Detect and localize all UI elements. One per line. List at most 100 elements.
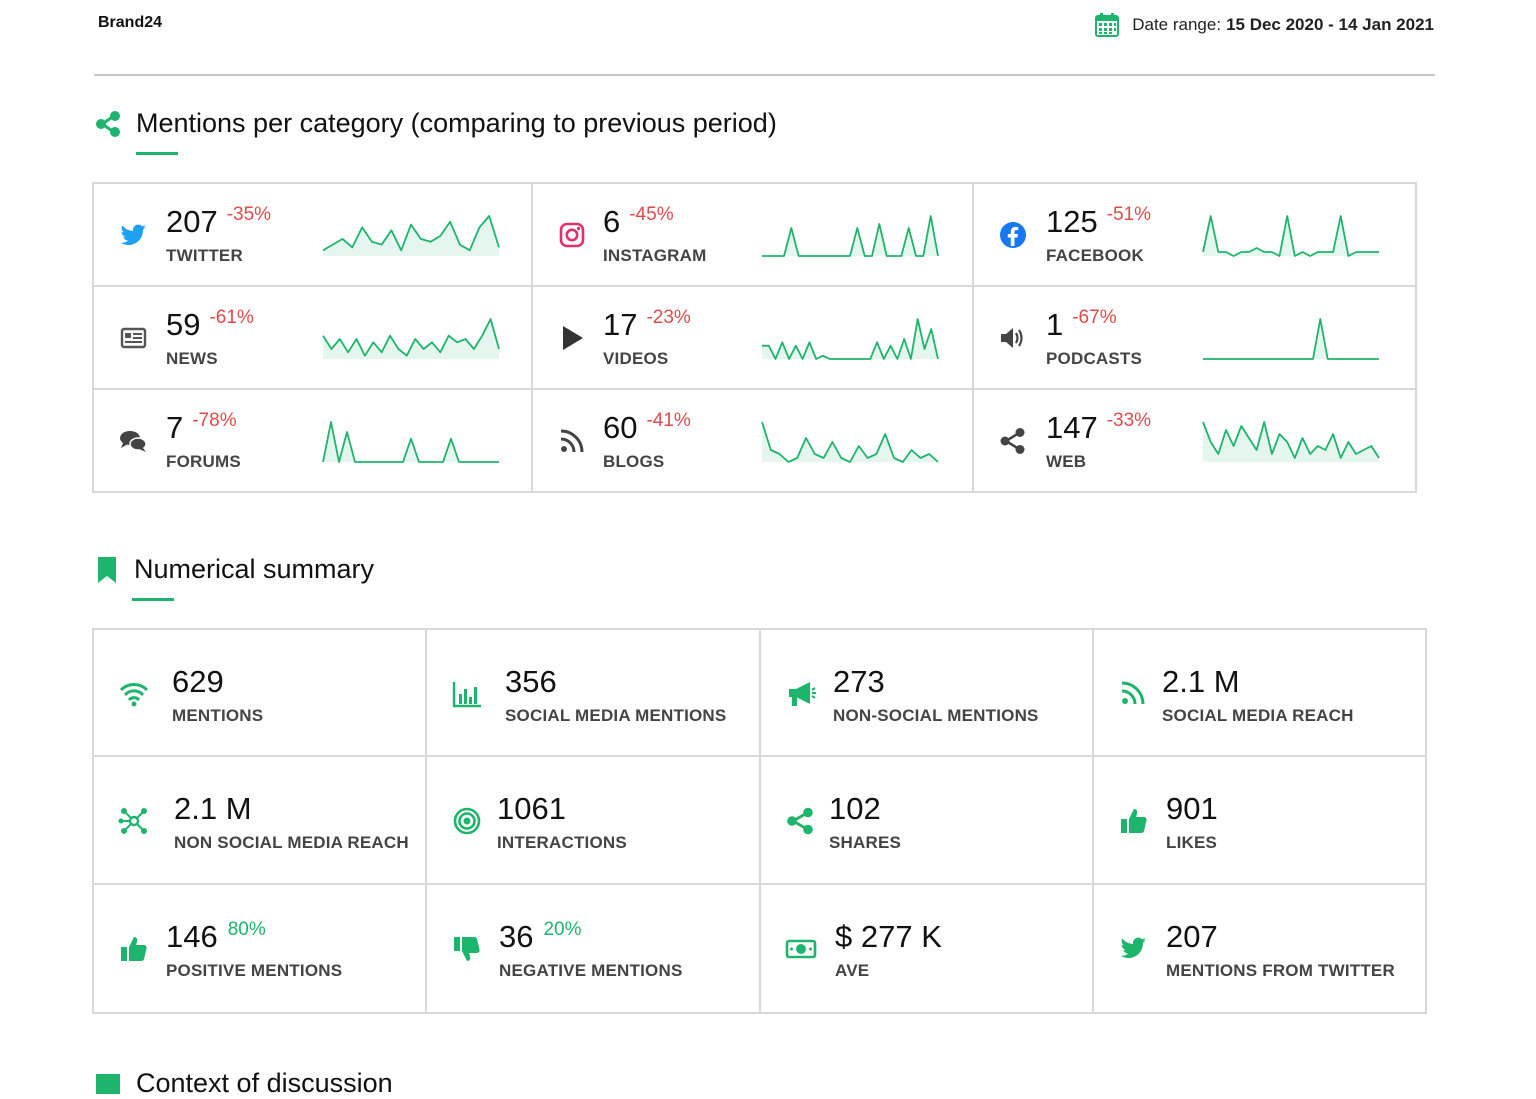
summary-label: SOCIAL MEDIA MENTIONS	[505, 706, 727, 725]
calendar-icon	[1095, 13, 1120, 37]
summary-change: 80%	[227, 919, 266, 940]
category-label: NEWS	[166, 349, 218, 368]
summary-label: AVE	[835, 961, 870, 980]
twitter-icon	[1120, 937, 1146, 959]
thumbs-up-icon	[121, 937, 147, 961]
forum-chat-icon	[120, 431, 147, 452]
sparkline-web	[1202, 421, 1380, 462]
sparkline-twitter	[322, 215, 500, 256]
summary-section-title: Numerical summary	[94, 554, 374, 585]
summary-value: 356	[505, 664, 557, 699]
category-card-podcasts: 1 -67% PODCASTS	[974, 287, 1415, 390]
title-underline	[132, 598, 174, 601]
summary-card-negative-mentions: 36 20% NEGATIVE MENTIONS	[427, 885, 761, 1012]
summary-value: 1061	[497, 791, 566, 826]
header-divider	[94, 74, 1435, 76]
share-nodes-icon	[1000, 428, 1025, 454]
category-count: 147	[1046, 410, 1098, 445]
network-nodes-icon	[118, 808, 147, 834]
category-count: 125	[1046, 204, 1098, 239]
category-change: -35%	[226, 204, 272, 225]
category-card-blogs: 60 -41% BLOGS	[533, 390, 974, 493]
summary-label: NEGATIVE MENTIONS	[499, 961, 683, 980]
rss-feed-icon	[1121, 681, 1145, 705]
summary-label: POSITIVE MENTIONS	[166, 961, 343, 980]
date-range-value: 15 Dec 2020 - 14 Jan 2021	[1226, 15, 1434, 34]
summary-value: 207	[1166, 919, 1218, 954]
category-count: 207	[166, 204, 218, 239]
news-icon	[120, 327, 147, 349]
category-count: 17	[603, 307, 638, 342]
summary-label: LIKES	[1166, 833, 1218, 852]
summary-card-non-social-media-reach: 2.1 M NON SOCIAL MEDIA REACH	[94, 757, 427, 885]
category-card-twitter: 207 -35% TWITTER	[94, 184, 533, 287]
category-change: -23%	[646, 307, 691, 328]
summary-grid: 629 MENTIONS 356 SOCIAL MEDIA MENTIONS 273 NO…	[92, 628, 1427, 1014]
category-label: PODCASTS	[1046, 349, 1143, 368]
wifi-signal-icon	[119, 683, 149, 707]
summary-card-non-social-mentions: 273 NON-SOCIAL MENTIONS	[761, 630, 1094, 757]
instagram-icon	[559, 222, 585, 248]
category-card-videos: 17 -23% VIDEOS	[533, 287, 974, 390]
bar-chart-icon	[452, 682, 481, 708]
summary-value: 102	[829, 791, 881, 826]
summary-value: 901	[1166, 791, 1218, 826]
date-range-label: Date range:	[1132, 15, 1222, 34]
share-icon	[96, 110, 120, 137]
thumbs-down-icon	[454, 937, 480, 961]
category-label: VIDEOS	[603, 349, 669, 368]
category-label: FACEBOOK	[1046, 246, 1144, 265]
categories-title-text: Mentions per category (comparing to prev…	[136, 108, 777, 138]
summary-value: 2.1 M	[174, 791, 252, 826]
sparkline-news	[322, 318, 500, 359]
category-grid: 207 -35% TWITTER 6 -45% INSTAGRAM 125 -51% FACEB…	[92, 182, 1417, 493]
summary-card-social-media-mentions: 356 SOCIAL MEDIA MENTIONS	[427, 630, 761, 757]
summary-card-interactions: 1061 INTERACTIONS	[427, 757, 761, 885]
category-count: 60	[603, 410, 638, 445]
category-change: -41%	[646, 410, 691, 431]
category-count: 6	[603, 204, 621, 239]
category-label: FORUMS	[166, 452, 241, 471]
summary-label: NON SOCIAL MEDIA REACH	[174, 833, 409, 852]
summary-label: NON-SOCIAL MENTIONS	[833, 706, 1039, 725]
category-change: -78%	[192, 410, 237, 431]
summary-label: INTERACTIONS	[497, 833, 627, 852]
date-range: Date range: 15 Dec 2020 - 14 Jan 2021	[1094, 12, 1434, 38]
category-label: INSTAGRAM	[603, 246, 707, 265]
category-card-web: 147 -33% WEB	[974, 390, 1415, 493]
sparkline-instagram	[762, 215, 939, 257]
summary-value: 146	[166, 919, 218, 954]
target-icon	[453, 807, 481, 835]
summary-label: SOCIAL MEDIA REACH	[1162, 706, 1354, 725]
share-icon	[787, 807, 813, 835]
category-card-news: 59 -61% NEWS	[94, 287, 533, 390]
sparkline-forums	[322, 421, 499, 463]
summary-card-positive-mentions: 146 80% POSITIVE MENTIONS	[94, 885, 427, 1012]
twitter-icon	[120, 224, 146, 246]
list-icon	[96, 1073, 120, 1094]
summary-label: SHARES	[829, 833, 902, 852]
category-label: TWITTER	[166, 246, 243, 265]
summary-card-shares: 102 SHARES	[761, 757, 1094, 885]
category-card-forums: 7 -78% FORUMS	[94, 390, 533, 493]
next-section-title-text: Context of discussion	[136, 1068, 393, 1098]
facebook-icon	[1000, 222, 1026, 248]
summary-value: 2.1 M	[1162, 664, 1240, 699]
category-change: -67%	[1072, 307, 1117, 328]
sparkline-facebook	[1202, 215, 1379, 257]
category-change: -33%	[1106, 410, 1152, 431]
next-section-title: Context of discussion	[94, 1068, 393, 1099]
categories-section-title: Mentions per category (comparing to prev…	[94, 108, 777, 139]
thumbs-up-icon	[1121, 809, 1147, 833]
category-change: -61%	[209, 307, 254, 328]
summary-card-mentions: 629 MENTIONS	[94, 630, 427, 757]
category-card-facebook: 125 -51% FACEBOOK	[974, 184, 1415, 287]
rss-feed-icon	[560, 429, 584, 453]
category-count: 59	[166, 307, 201, 342]
summary-value: 36	[499, 919, 534, 954]
category-change: -51%	[1106, 204, 1152, 225]
summary-value: 273	[833, 664, 885, 699]
money-bill-icon	[785, 939, 817, 959]
sparkline-podcasts	[1203, 318, 1379, 360]
title-underline	[136, 152, 178, 155]
